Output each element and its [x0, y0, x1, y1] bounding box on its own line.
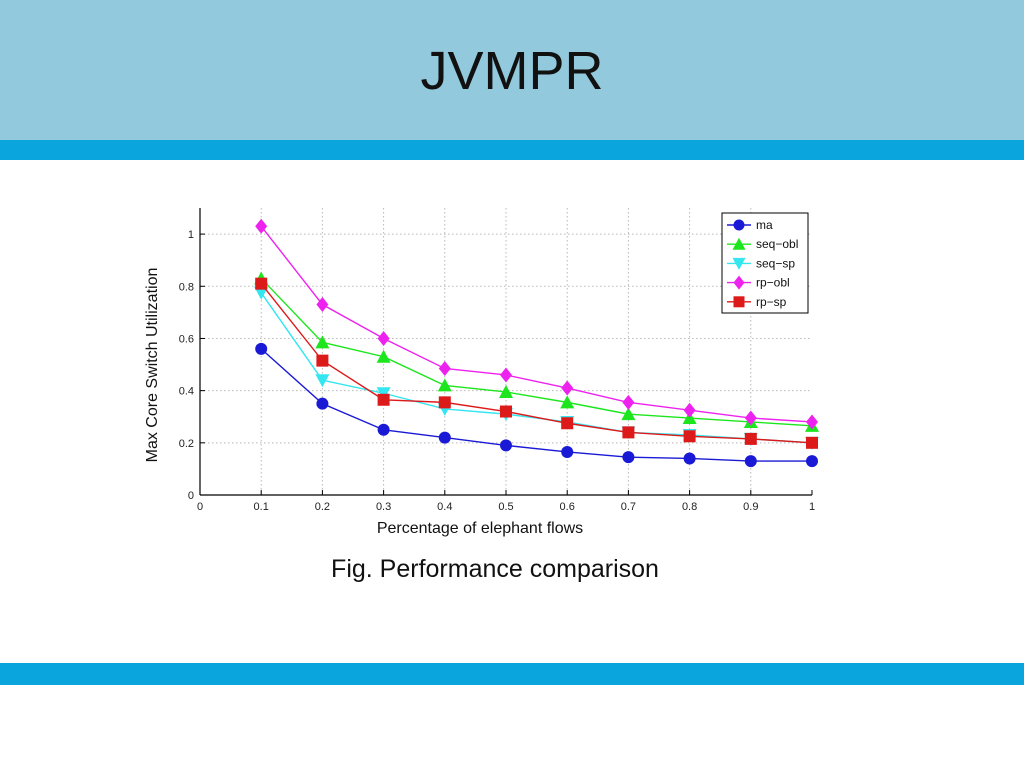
series-circle [255, 342, 818, 468]
data-point [254, 286, 269, 300]
data-point [255, 277, 268, 290]
series-diamond [255, 218, 818, 430]
data-point [316, 297, 329, 313]
legend-marker [732, 237, 746, 250]
legend-label: ma [756, 218, 773, 232]
legend-label: rp−obl [756, 276, 790, 290]
x-tick-label: 0.6 [560, 501, 575, 513]
data-point [438, 360, 451, 376]
y-tick-label: 0.6 [179, 333, 194, 345]
data-point [806, 414, 818, 430]
legend-label: seq−sp [756, 256, 795, 270]
series-line [260, 225, 813, 423]
top-accent-stripe [0, 140, 1024, 160]
series-line [260, 277, 813, 427]
data-point [438, 431, 451, 444]
series-line [260, 348, 812, 462]
data-point [500, 367, 512, 383]
series-line [260, 283, 813, 444]
x-tick-label: 0.4 [437, 501, 452, 513]
data-point [683, 402, 696, 418]
series-square [255, 277, 818, 449]
y-tick-label: 0 [188, 490, 194, 502]
legend-label: rp−sp [756, 295, 787, 309]
figure-caption: Fig. Performance comparison [331, 555, 659, 583]
x-tick-label: 0.2 [315, 501, 330, 513]
legend-label: seq−obl [756, 237, 798, 251]
data-point [316, 397, 329, 410]
data-point [315, 374, 330, 388]
data-point [315, 335, 330, 349]
y-tick-label: 1 [188, 229, 194, 241]
y-tick-label: 0.8 [179, 281, 194, 293]
x-tick-label: 1 [809, 501, 815, 513]
data-point [744, 432, 757, 445]
data-point [500, 405, 512, 418]
plot-area [200, 208, 812, 495]
x-tick-label: 0.7 [621, 501, 636, 513]
data-point [621, 407, 636, 421]
legend-marker [732, 257, 746, 270]
y-axis-label: Max Core Switch Utilization [144, 268, 161, 463]
data-point [376, 349, 391, 363]
data-point [806, 436, 818, 449]
x-tick-label: 0.8 [682, 501, 697, 513]
data-point [500, 439, 512, 452]
data-point [316, 354, 329, 367]
data-point [622, 394, 635, 410]
data-point [744, 455, 757, 468]
data-point [683, 452, 696, 465]
slide-title: JVMPR [420, 41, 604, 101]
data-point [437, 378, 452, 392]
legend-marker [733, 219, 745, 231]
data-point [744, 410, 757, 426]
data-point [561, 445, 574, 458]
legend-marker [733, 296, 745, 308]
data-point [377, 423, 390, 436]
data-point [683, 430, 696, 443]
x-tick-label: 0.9 [743, 501, 758, 513]
legend-marker [733, 275, 745, 290]
data-point [806, 455, 818, 468]
data-point [376, 387, 391, 401]
data-point [561, 380, 574, 396]
data-point [499, 384, 513, 398]
x-tick-label: 0.3 [376, 501, 391, 513]
legend: ma seq−obl seq−sp rp−obl rp−sp [721, 212, 809, 314]
data-point [560, 395, 575, 409]
data-point [255, 218, 268, 234]
x-tick-label: 0 [197, 501, 203, 513]
data-point [377, 330, 390, 346]
bottom-accent-stripe [0, 663, 1024, 685]
data-point [438, 396, 451, 409]
data-point [377, 393, 390, 406]
title-band [0, 0, 1024, 140]
data-point [622, 451, 635, 464]
x-tick-label: 0.1 [254, 501, 269, 513]
data-point [561, 417, 574, 430]
x-axis-label: Percentage of elephant flows [377, 520, 583, 537]
x-tick-label: 0.5 [498, 501, 513, 513]
data-point [255, 342, 268, 355]
y-tick-label: 0.4 [179, 386, 194, 398]
y-tick-label: 0.2 [179, 438, 194, 450]
data-point [622, 426, 635, 439]
